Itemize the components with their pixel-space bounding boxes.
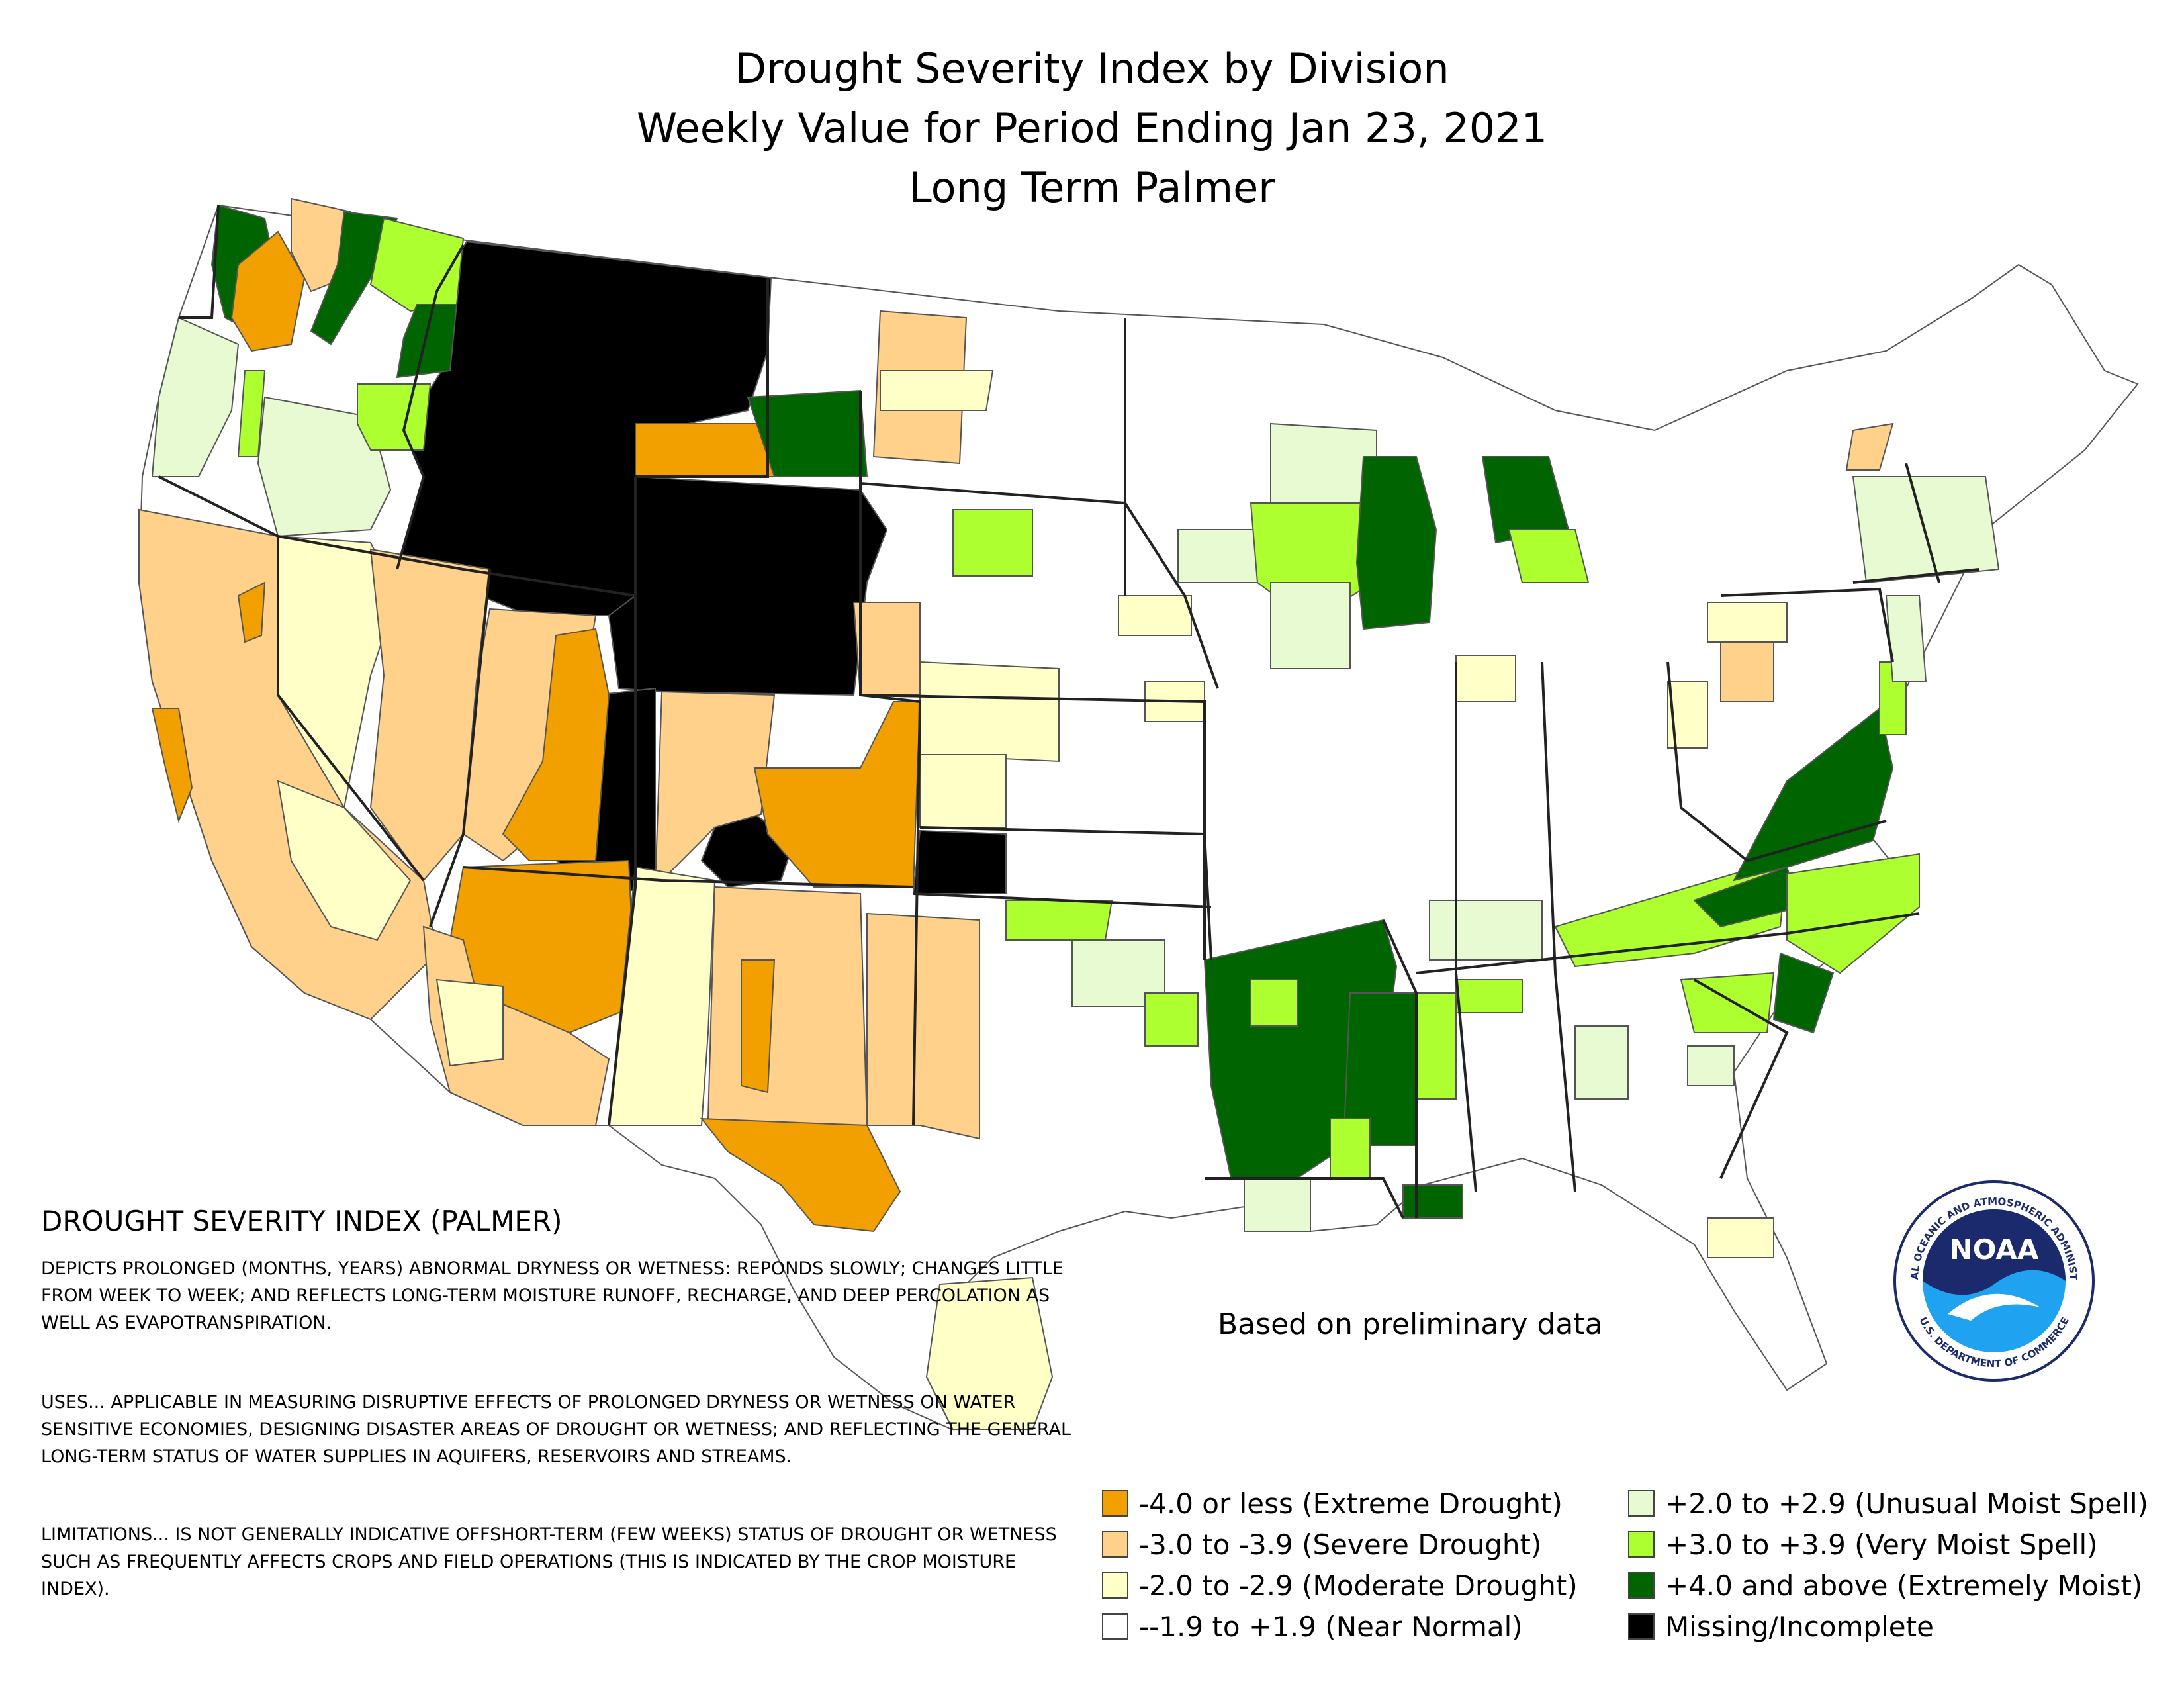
moderate-drought-nebraska — [919, 661, 1060, 763]
legend-swatch — [1628, 1613, 1655, 1640]
legend-label: Missing/Incomplete — [1665, 1610, 1934, 1643]
very-moist-mississippi — [1416, 992, 1457, 1100]
extreme-drought-nm-central — [741, 959, 776, 1094]
unusual-moist-oregon-coast — [151, 316, 240, 477]
index-description-paragraph-2: USES... APPLICABLE IN MEASURING DISRUPTI… — [41, 1392, 1071, 1467]
unusual-moist-iowa-east — [1270, 582, 1351, 669]
extremely-moist-wisconsin — [1355, 456, 1437, 630]
extreme-drought-west-texas — [700, 1117, 901, 1233]
unusual-moist-alabama — [1574, 1025, 1629, 1100]
legend-item-missing: Missing/Incomplete — [1628, 1606, 2148, 1647]
extremely-moist-montana-se — [747, 389, 868, 477]
legend-swatch — [1102, 1490, 1128, 1517]
legend-column-drought: -4.0 or less (Extreme Drought) -3.0 to -… — [1102, 1483, 1578, 1647]
unusual-moist-louisiana — [1244, 1178, 1311, 1232]
legend-swatch — [1628, 1490, 1655, 1517]
legend-label: +3.0 to +3.9 (Very Moist Spell) — [1665, 1528, 2098, 1561]
unusual-moist-georgia — [1687, 1045, 1735, 1086]
moderate-drought-nd — [880, 370, 994, 411]
moderate-drought-florida — [1707, 1217, 1774, 1258]
severe-drought-colorado-east — [852, 602, 921, 696]
legend-label: +2.0 to +2.9 (Unusual Moist Spell) — [1665, 1487, 2148, 1520]
legend-item-severe-drought: -3.0 to -3.9 (Severe Drought) — [1102, 1524, 1578, 1565]
legend-item-extreme-drought: -4.0 or less (Extreme Drought) — [1102, 1483, 1578, 1524]
legend-item-extremely-moist: +4.0 and above (Extremely Moist) — [1628, 1565, 2148, 1606]
very-moist-tennessee — [1455, 979, 1523, 1013]
extremely-moist-sc — [1772, 952, 1835, 1034]
extreme-drought-ca-sierra — [237, 581, 266, 643]
very-moist-south-dakota — [952, 509, 1033, 577]
legend-item-unusual-moist: +2.0 to +2.9 (Unusual Moist Spell) — [1628, 1483, 2148, 1524]
legend-label: -4.0 or less (Extreme Drought) — [1139, 1487, 1563, 1520]
extremely-moist-cascades — [310, 211, 398, 346]
legend-swatch — [1628, 1572, 1655, 1599]
legend-swatch — [1102, 1613, 1128, 1640]
very-moist-ark-central — [1250, 979, 1298, 1027]
unusual-moist-tennessee — [1429, 900, 1543, 961]
extreme-drought-ca-coast — [151, 708, 193, 823]
severe-drought-pennsylvania — [1720, 641, 1774, 702]
very-moist-oregon-ne — [357, 383, 432, 451]
index-description-paragraph-1: DEPICTS PROLONGED (MONTHS, YEARS) ABNORM… — [41, 1258, 1064, 1333]
legend-label: -3.0 to -3.9 (Severe Drought) — [1139, 1528, 1542, 1561]
moderate-drought-pa — [1707, 602, 1788, 643]
moderate-drought-az-south — [435, 978, 504, 1067]
legend-item-moderate-drought: -2.0 to -2.9 (Moderate Drought) — [1102, 1565, 1578, 1606]
very-moist-michigan — [1508, 529, 1590, 583]
very-moist-arkansas — [1144, 992, 1199, 1047]
index-description-paragraph-3: LIMITATIONS... IS NOT GENERALLY INDICATI… — [41, 1524, 1057, 1599]
moderate-drought-south-texas — [925, 1276, 1054, 1430]
severe-drought-ny-north — [1845, 422, 1894, 471]
legend-label: +4.0 and above (Extremely Moist) — [1665, 1569, 2143, 1602]
very-moist-sc-ga — [1680, 972, 1775, 1033]
moderate-drought-kansas — [919, 754, 1007, 828]
very-moist-louisiana — [1330, 1118, 1371, 1179]
state-boundaries — [158, 205, 1979, 1219]
map-title-line-3: Long Term Palmer — [909, 164, 1275, 212]
noaa-logo-text: NOAA — [1950, 1233, 2039, 1266]
extremely-moist-wa-se — [396, 304, 458, 379]
map-title-line-1: Drought Severity Index by Division — [735, 44, 1449, 93]
legend-column-moist: +2.0 to +2.9 (Unusual Moist Spell) +3.0 … — [1628, 1483, 2148, 1647]
severe-drought-nm — [707, 886, 868, 1140]
moderate-drought-ca-south — [277, 780, 412, 941]
severe-drought-nm-east — [866, 912, 980, 1140]
legend-label: -2.0 to -2.9 (Moderate Drought) — [1139, 1569, 1578, 1602]
very-moist-nc — [1786, 853, 1920, 974]
legend-swatch — [1102, 1572, 1128, 1599]
preliminary-data-note: Based on preliminary data — [1218, 1307, 1603, 1341]
legend-swatch — [1628, 1531, 1655, 1558]
unusual-moist-new-jersey — [1885, 595, 1927, 682]
legend-item-very-moist: +3.0 to +3.9 (Very Moist Spell) — [1628, 1524, 2148, 1565]
extreme-drought-utah — [502, 628, 610, 861]
legend-swatch — [1102, 1531, 1128, 1558]
extreme-drought-colorado — [753, 701, 921, 888]
moderate-drought-ohio — [1667, 681, 1708, 749]
legend-item-near-normal: --1.9 to +1.9 (Near Normal) — [1102, 1606, 1578, 1647]
extreme-drought-montana-east — [635, 423, 776, 477]
noaa-logo-icon: NOAA NATIONAL OCEANIC AND ATMOSPHERIC AD… — [1891, 1178, 2095, 1382]
legend-label: --1.9 to +1.9 (Near Normal) — [1139, 1610, 1523, 1643]
map-title-line-2: Weekly Value for Period Ending Jan 23, 2… — [636, 104, 1548, 152]
moderate-drought-iowa-west — [1118, 595, 1192, 636]
missing-oklahoma-panhandle — [912, 829, 1007, 894]
moderate-drought-illinois — [1455, 655, 1516, 702]
extremely-moist-ms-coast — [1402, 1184, 1463, 1219]
index-description-heading: DROUGHT SEVERITY INDEX (PALMER) — [41, 1205, 563, 1237]
unusual-moist-new-england — [1852, 476, 2000, 584]
severe-drought-arizona — [422, 925, 610, 1126]
very-moist-oklahoma — [1005, 900, 1113, 941]
missing-wyoming — [608, 475, 888, 696]
extreme-drought-puget — [230, 230, 306, 352]
